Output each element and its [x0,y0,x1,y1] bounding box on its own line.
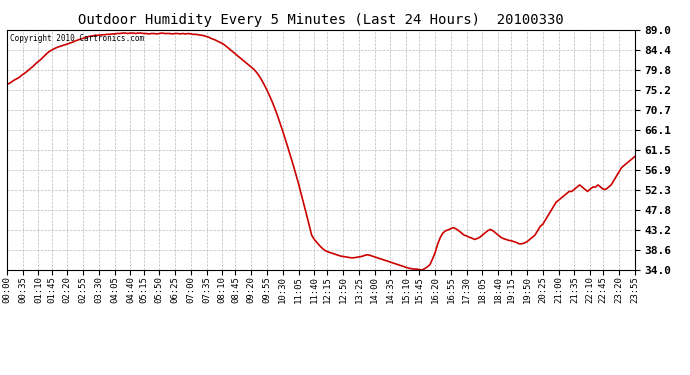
Title: Outdoor Humidity Every 5 Minutes (Last 24 Hours)  20100330: Outdoor Humidity Every 5 Minutes (Last 2… [78,13,564,27]
Text: Copyright 2010 Cartronics.com: Copyright 2010 Cartronics.com [10,34,144,43]
